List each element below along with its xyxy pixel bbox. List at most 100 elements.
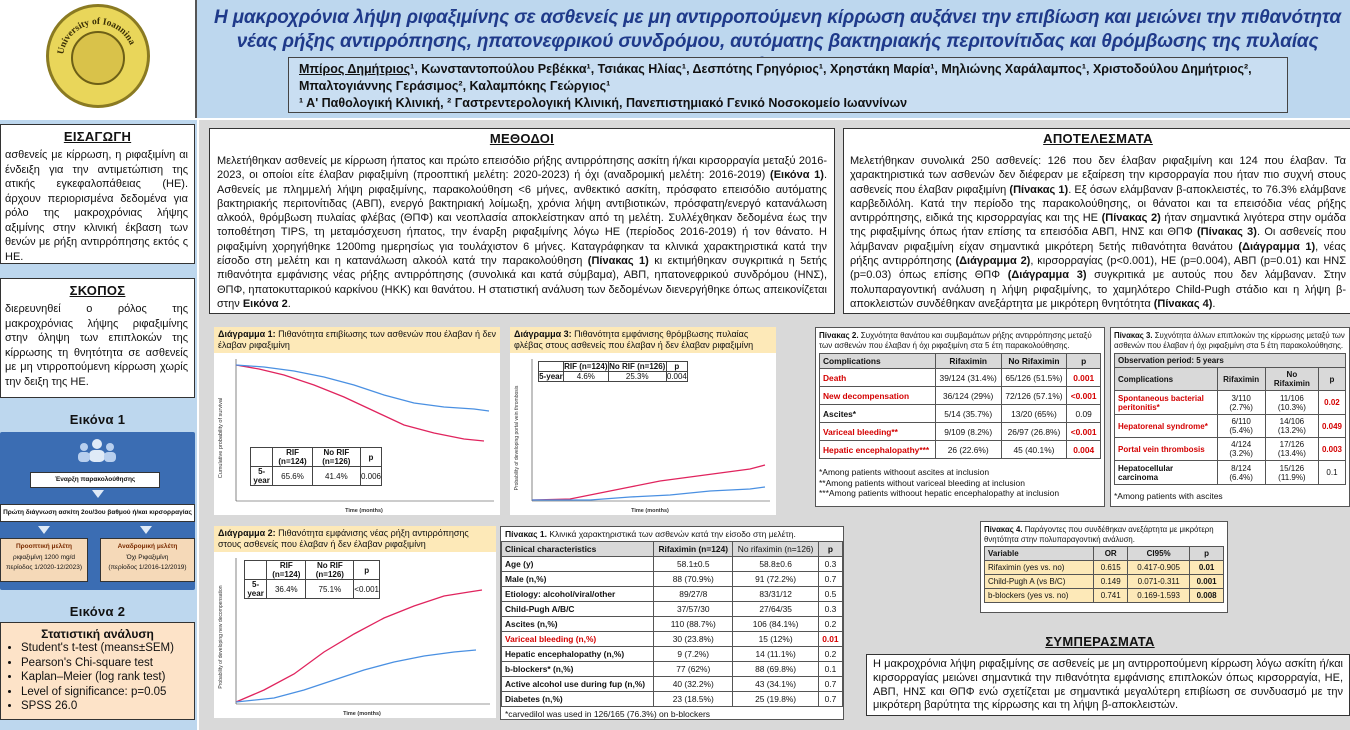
inset-cell: 65.6% — [272, 466, 313, 486]
diagram2: Διάγραμμα 2: Πιθανότητα εμφάνισης νέας ρ… — [214, 526, 496, 718]
stats-item: Student's t-test (means±SEM) — [21, 641, 188, 656]
prospective-title: Προοπτική μελέτη — [15, 543, 73, 550]
table-cell: 0.615 — [1093, 560, 1129, 575]
table-cell: Etiology: alcohol/viral/other — [500, 586, 655, 602]
people-icon — [78, 439, 116, 462]
table-cell: 106 (84.1%) — [732, 616, 819, 632]
table-row: Hepatorenal syndrome* 6/110 (5.4%) 14/106 … — [1114, 414, 1347, 438]
table4: Variable OR CI95% p Rifaximin (yes vs. no) 0… — [983, 546, 1224, 603]
table-header: Clinical characteristics — [500, 541, 655, 557]
inset-header: No RIF (n=126) — [305, 560, 355, 580]
table-cell: 0.02 — [1317, 390, 1347, 415]
flow-retrospective-box: Αναδρομική μελέτη Όχι Ριφαξιμίνη (περίοδ… — [100, 538, 195, 582]
table-cell: Variceal bleeding** — [819, 422, 936, 441]
table-cell: 14/106 (13.2%) — [1264, 414, 1319, 438]
results-ref: (Πίνακας 3) — [1197, 226, 1257, 239]
table2-notes: *Among patients withoout ascites at incl… — [819, 467, 1101, 499]
inset-cell: 0.006 — [359, 466, 383, 486]
table-header: p — [1317, 367, 1347, 391]
inset-header: p — [665, 361, 689, 372]
diagram3-title-text: Πιθανότητα εμφάνισης θρόμβωσης πυλαίας φ… — [514, 329, 754, 350]
table-cell: 0.003 — [1317, 437, 1347, 461]
diagram3: Διάγραμμα 3: Πιθανότητα εμφάνισης θρόμβω… — [510, 327, 776, 515]
diagram3-title-label: Διάγραμμα 3: — [514, 329, 572, 339]
table3: Observation period: 5 years Complication… — [1114, 353, 1347, 485]
table-row: Hepatocellular carcinoma 8/124 (6.4%) 15/1… — [1114, 460, 1347, 485]
results-text-part: , κιρσορραγίας (p<0.001), ΗΕ (p=0.004), … — [850, 255, 1347, 282]
inset-cell: 41.4% — [311, 466, 361, 486]
table-cell: Variceal bleeding (n,%) — [500, 631, 655, 647]
retrospective-line2: (περίοδος 1/2016-12/2019) — [108, 564, 187, 571]
table-row: Ascites* 5/14 (35.7%) 13/20 (65%) 0.09 — [819, 404, 1101, 423]
table-header: Rifaximin — [1216, 367, 1266, 391]
results-text-part: Μελετήθηκαν συνολικά 250 ασθενείς: 126 π… — [850, 155, 1346, 196]
results-text-part: ήταν σημαντικά λιγότερα στην ομάδα της ρ… — [850, 212, 1346, 239]
table1-panel: Πίνακας 1. Κλινικά χαρακτηριστικά των ασ… — [500, 526, 844, 720]
methods-text-part: . — [287, 297, 291, 310]
table-cell: 91 (72.2%) — [732, 571, 819, 587]
table-cell: 77 (62%) — [653, 661, 734, 677]
table-cell: 0.049 — [1317, 414, 1347, 438]
table-cell: Diabetes (n,%) — [500, 691, 655, 707]
table3-panel: Πίνακας 3. Συχνότητα άλλων επιπλοκών της… — [1110, 327, 1350, 507]
table-cell: 14 (11.1%) — [732, 646, 819, 662]
intro-text: ασθενείς με κίρρωση, η ριφαξιμίνη αι ένδ… — [5, 149, 188, 263]
results-ref: (Διάγραμμα 3) — [1007, 269, 1087, 282]
table-row: Variceal bleeding (n,%) 30 (23.8%) 15 (12%… — [500, 631, 844, 647]
table-header: Rifaximin (n=124) — [653, 541, 734, 557]
table1-footnote: *carvedilol was used in 126/165 (76.3%) … — [505, 709, 711, 719]
table-header: p — [817, 541, 844, 557]
diagram2-xlabel: Time (months) — [343, 711, 381, 717]
table-header: Complications — [1114, 367, 1218, 391]
results-text-part: , νέας ρήξης αντιρρόπησης — [850, 240, 1346, 268]
table-cell: 3/110 (2.7%) — [1216, 390, 1266, 415]
table-cell: Ascites (n,%) — [500, 616, 655, 632]
table-cell: 13/20 (65%) — [1000, 404, 1068, 423]
table-cell: 15/126 (11.9%) — [1264, 460, 1319, 485]
results-text-part: συγκριτικά με αυτούς που δεν λάμβαναν. Σ… — [850, 269, 1346, 310]
table-cell: 83/31/12 — [732, 586, 819, 602]
table2-note: *Among patients withoout ascites at incl… — [819, 467, 990, 477]
authors-line: Μπίρος Δημήτριος¹, Κωνσταντοπούλου Ρεβέκ… — [299, 61, 1277, 78]
diagram3-plot: Probability of developing portal vein th… — [514, 359, 770, 514]
diagram1-plot: Cumulative probability of survival Time … — [218, 359, 494, 514]
table-cell: 9/109 (8.2%) — [934, 422, 1002, 441]
diagram2-ylabel: Probability of developing new decompensa… — [218, 585, 224, 688]
diagram1-title: Διάγραμμα 1: Πιθανότητα επιβίωσης των ασ… — [214, 327, 500, 353]
table-header: No Rifaximin — [1000, 353, 1068, 369]
flow-first-box: Πρώτη διάγνωση ασκίτη 2ου/3ου βαθμού ή/κ… — [0, 504, 195, 522]
retrospective-title: Αναδρομική μελέτη — [117, 543, 178, 550]
table-cell: 9 (7.2%) — [653, 646, 734, 662]
inset-header: RIF (n=124) — [266, 560, 307, 580]
inset-header: p — [353, 560, 380, 580]
table-cell: 110 (88.7%) — [653, 616, 734, 632]
diagram1-rif-line — [235, 364, 490, 412]
table2-caption-text: Συχνότητα θανάτου και συμβαμάτων ρήξης α… — [819, 331, 1092, 350]
table-cell: <0.001 — [1066, 386, 1101, 405]
inset-cell: 75.1% — [305, 579, 355, 599]
table-cell: Ascites* — [819, 404, 936, 423]
table-cell: 89/27/8 — [653, 586, 734, 602]
table-header: p — [1066, 353, 1101, 369]
diagram3-xlabel: Time (months) — [631, 508, 669, 514]
conclusions-panel: Η μακροχρόνια λήψη ριφαξιμίνης σε ασθενε… — [866, 654, 1350, 716]
table4-caption: Πίνακας 4. Παράγοντες που συνδέθηκαν ανε… — [984, 525, 1224, 544]
table-cell: 0.2 — [817, 646, 844, 662]
table-cell: 5/14 (35.7%) — [934, 404, 1002, 423]
table-cell: 0.5 — [817, 586, 844, 602]
results-ref: (Πίνακας 2) — [1101, 212, 1161, 225]
table-cell: 0.3 — [817, 556, 844, 572]
table3-caption-text: Συχνότητα άλλων επιπλοκών της κίρρωσης μ… — [1114, 331, 1345, 350]
table1: Clinical characteristics Rifaximin (n=124… — [500, 541, 844, 707]
table-cell: Child-Pugh A/B/C — [500, 601, 655, 617]
inset-header: p — [359, 447, 383, 467]
table-header: No Rifaximin — [1264, 367, 1319, 391]
conclusions-title: ΣΥΜΠΕΡΑΣΜΑΤΑ — [1045, 634, 1155, 649]
table-row: Portal vein thrombosis 4/124 (3.2%) 17/126… — [1114, 437, 1347, 461]
table-header: CI95% — [1127, 546, 1191, 561]
results-panel: ΑΠΟΤΕΛΕΣΜΑΤΑ Μελετήθηκαν συνολικά 250 ασ… — [843, 128, 1350, 314]
diagram3-title: Διάγραμμα 3: Πιθανότητα εμφάνισης θρόμβω… — [510, 327, 776, 353]
methods-text-part: . Ασθενείς με πλημμελή λήψη ριφαξιμίνης,… — [217, 169, 828, 268]
flow-prospective-box: Προοπτική μελέτη ριφαξιμίνη 1200 mg/d πε… — [0, 538, 88, 582]
diagram2-title-label: Διάγραμμα 2: — [218, 528, 276, 538]
